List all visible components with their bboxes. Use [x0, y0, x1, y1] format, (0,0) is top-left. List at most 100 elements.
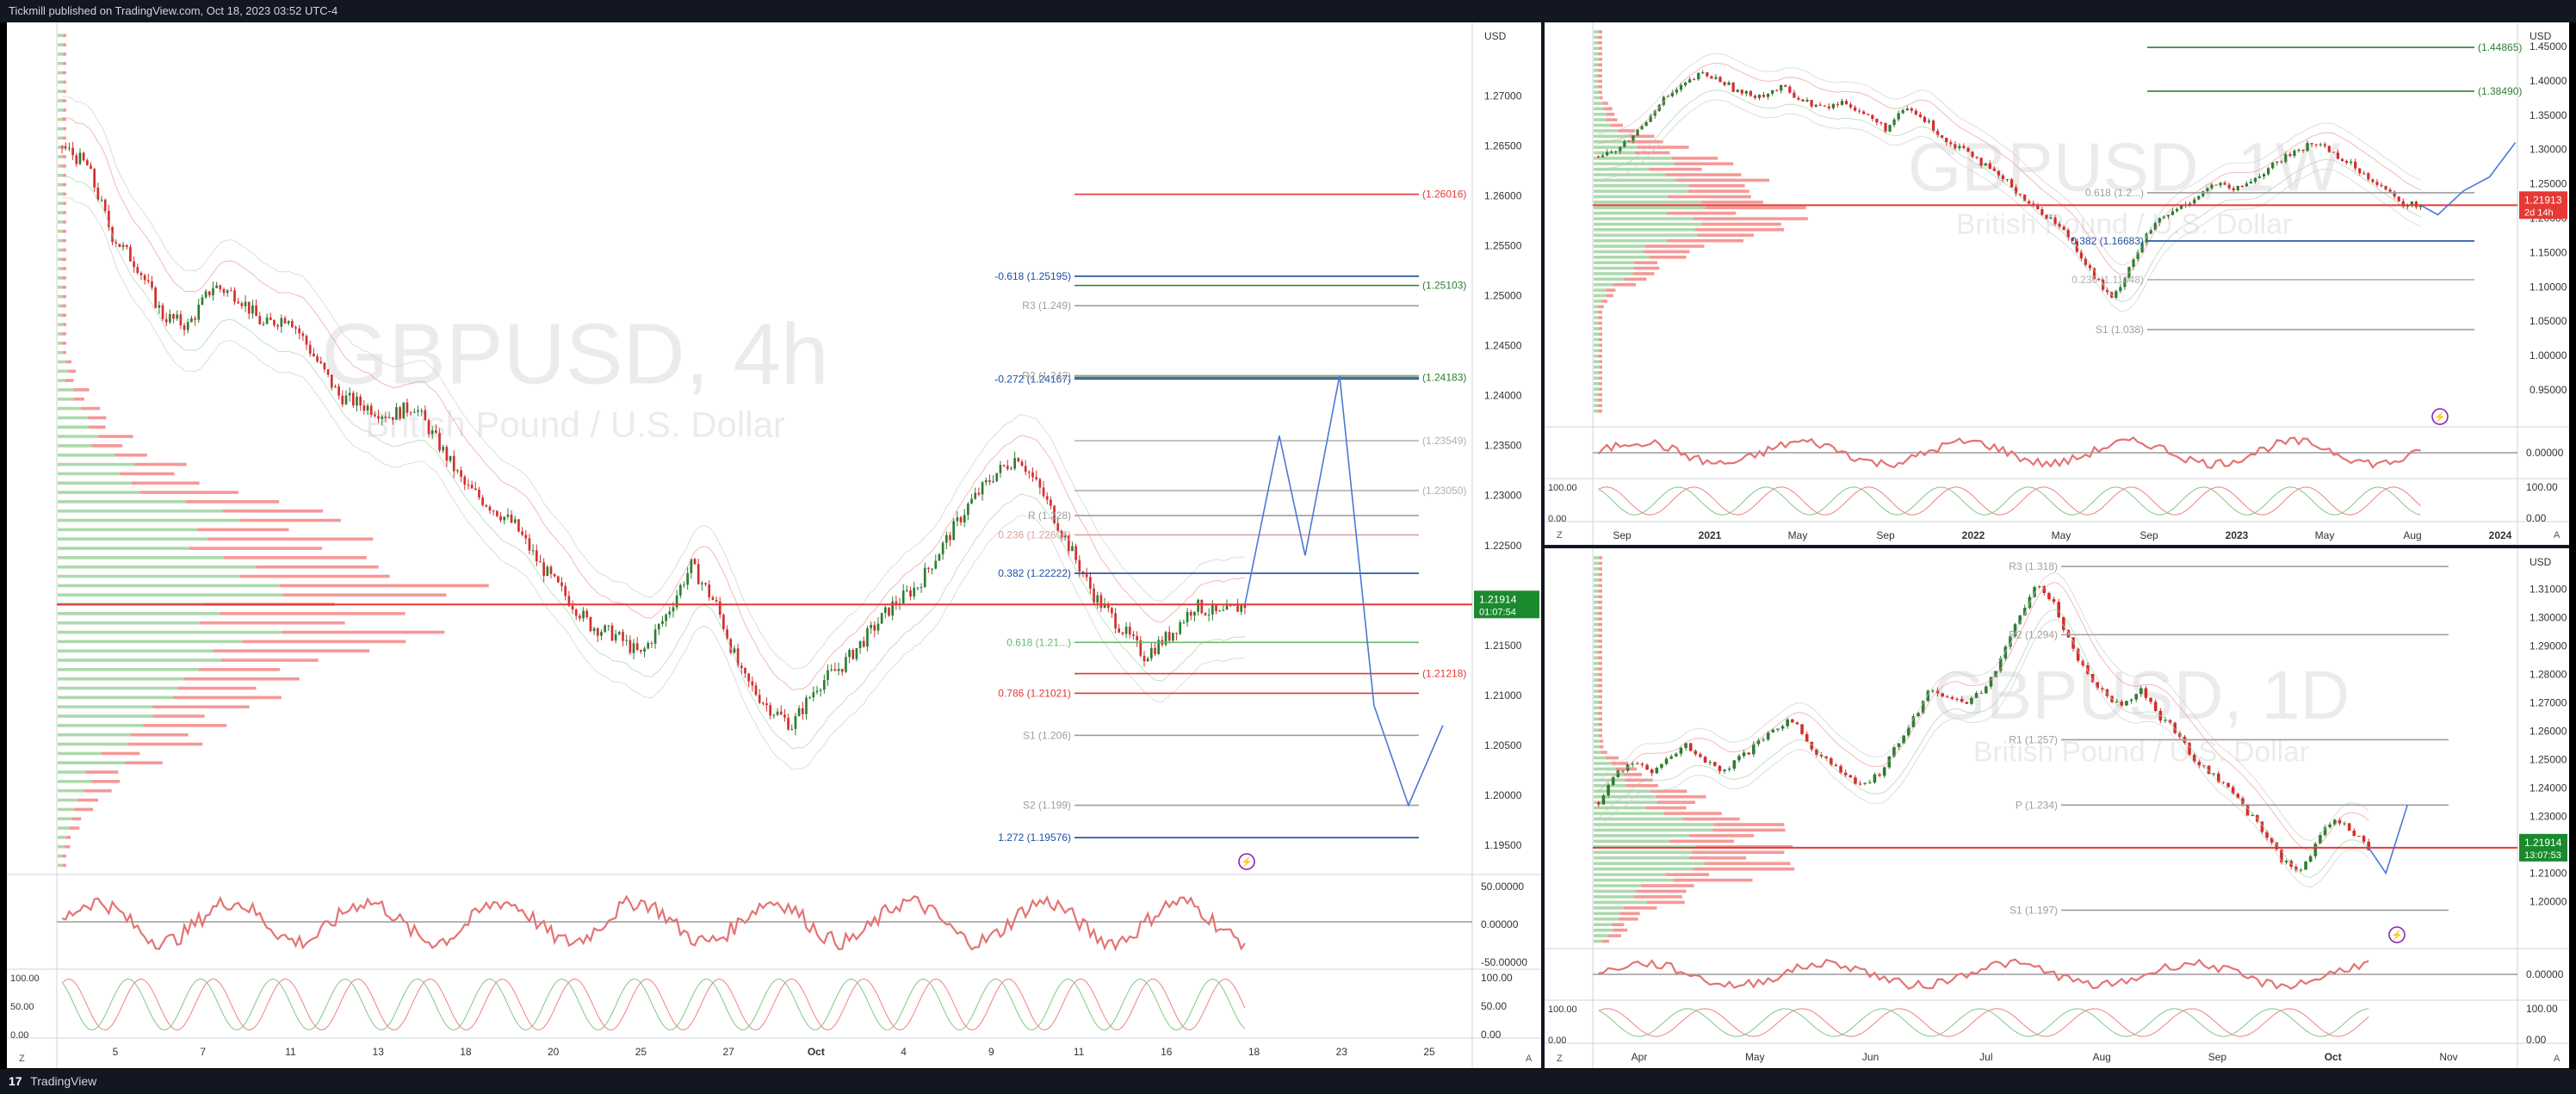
candle-body [230, 290, 232, 292]
volume-profile-bar-down [1598, 706, 1602, 710]
candle-body [2214, 184, 2218, 186]
candle-body [653, 629, 657, 644]
oscillator2-left-tick: 100.00 [1548, 483, 1577, 493]
candle-body [75, 155, 78, 164]
weekly-chart-panel[interactable]: GBPUSD, 1W British Pound / U.S. Dollar USD… [1545, 22, 2569, 545]
price-tick-label: 1.27000 [2530, 697, 2567, 709]
time-tick-label: 16 [1161, 1046, 1173, 1058]
candle-body [1714, 77, 1718, 79]
candle-body [1805, 733, 1809, 742]
candle-body [808, 697, 811, 699]
main-chart-panel[interactable]: GBPUSD, 4h British Pound / U.S. Dollar USD… [7, 22, 1541, 1068]
candle-body [571, 605, 574, 610]
volume-profile-bar-up [58, 742, 129, 746]
candle-body [2301, 149, 2305, 151]
candle-body [424, 410, 427, 421]
tradingview-logo-icon[interactable]: 17 [9, 1074, 22, 1088]
price-tick-label: 1.35000 [2530, 109, 2567, 121]
volume-profile-bar-up [1594, 928, 1613, 932]
chart-background [7, 22, 1541, 1068]
candle-body [1979, 158, 1983, 166]
candle-body [1926, 690, 1930, 702]
volume-profile-bar-up [1594, 651, 1598, 654]
time-tick-label: Oct [2325, 1051, 2342, 1063]
candle-body [2057, 602, 2060, 618]
candle-body [460, 470, 462, 477]
candle-body [963, 515, 966, 522]
volume-profile-bar-up [1594, 399, 1598, 402]
volume-profile-bar-down [1598, 305, 1604, 309]
candle-body [1887, 756, 1892, 768]
volume-profile-bar-down [63, 220, 66, 224]
candle-body [1843, 772, 1848, 776]
volume-profile-bar-down [1613, 928, 1628, 932]
footer-brand[interactable]: TradingView [30, 1074, 97, 1088]
candle-body [2102, 279, 2105, 290]
candle-body [226, 290, 229, 294]
candle-body [2188, 743, 2191, 755]
candle-body [708, 584, 711, 597]
volume-profile-bar-up [58, 481, 132, 485]
candle-body [1888, 125, 1892, 132]
price-tick-label: 1.25000 [1484, 290, 1522, 302]
candle-body [2293, 151, 2296, 157]
candle-body [665, 614, 667, 621]
candle-body [2354, 161, 2357, 169]
candle-body [1854, 777, 1857, 784]
volume-profile-bar-up [58, 117, 63, 121]
candle-body [2058, 224, 2061, 227]
price-tick-label: 1.29000 [2530, 640, 2567, 652]
volume-profile-bar-up [58, 537, 208, 541]
volume-profile-bar-down [223, 556, 367, 559]
candle-body [207, 291, 211, 296]
candle-body [647, 642, 650, 649]
volume-profile-bar-up [58, 630, 282, 634]
candle-body [2253, 177, 2257, 182]
candle-body [2219, 182, 2222, 186]
candle-body [2079, 251, 2083, 259]
candle-body [1218, 610, 1222, 612]
volume-profile-bar-down [1646, 900, 1685, 905]
candle-body [851, 649, 855, 659]
candle-body [1757, 95, 1762, 98]
candle-body [1645, 764, 1649, 770]
candle-body [1085, 574, 1088, 578]
oscillator2-left-tick: 100.00 [10, 973, 40, 984]
candle-body [294, 327, 297, 329]
candle-body [2418, 205, 2423, 207]
volume-profile-bar-up [1594, 35, 1598, 40]
price-tick-label: 1.19500 [1484, 839, 1522, 851]
volume-profile-bar-down [71, 817, 82, 821]
candle-body [1827, 106, 1830, 108]
volume-profile-bar-up [1594, 360, 1600, 363]
candle-body [711, 596, 715, 600]
candle-body [2125, 701, 2128, 706]
volume-profile-bar-down [1697, 233, 1754, 238]
volume-profile-bar-up [1594, 134, 1630, 139]
oscillator2-signal-line [61, 978, 1246, 1031]
level-label: S1 (1.197) [2009, 904, 2058, 916]
volume-profile-bar-up [58, 658, 221, 662]
upper-envelope-line [1598, 582, 2369, 851]
volume-profile-bar-down [1644, 244, 1705, 248]
event-bolt-icon [2388, 926, 2406, 943]
candle-body [510, 514, 513, 523]
daily-chart-panel[interactable]: GBPUSD, 1D British Pound / U.S. Dollar USD… [1545, 548, 2569, 1068]
volume-profile-bar-up [1594, 862, 1705, 865]
candle-body [1071, 546, 1074, 552]
price-tick-label: 1.28000 [2530, 669, 2567, 681]
volume-profile-bar-down [1607, 112, 1615, 116]
candle-body [1606, 151, 1609, 156]
candle-body [1179, 621, 1182, 634]
candle-body [456, 470, 459, 472]
time-tick-label: 2023 [2226, 529, 2249, 541]
volume-profile-bar-down [1612, 923, 1625, 926]
volume-profile-bar-up [1594, 266, 1634, 270]
candle-body [258, 316, 262, 324]
event-bolt-glyph: ⚡ [2391, 930, 2403, 941]
candle-body [1664, 758, 1669, 764]
volume-profile-bar-up [58, 43, 64, 46]
